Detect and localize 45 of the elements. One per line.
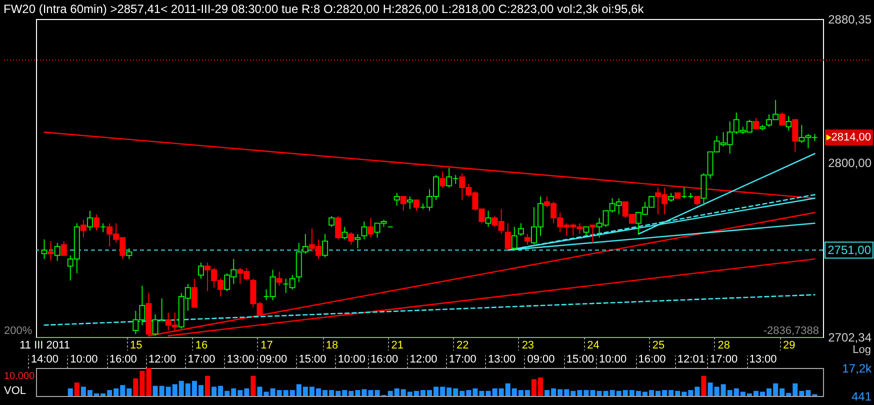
y-tick-label: 2702,34 xyxy=(828,330,872,344)
text: VOL xyxy=(4,385,26,397)
x-tick-label: 17:00 xyxy=(448,354,476,366)
y-tick-label: 17,2k xyxy=(842,362,872,376)
x-tick-label: 09:00 xyxy=(527,354,555,366)
x-tick-label: 10:00 xyxy=(599,354,627,366)
x-tick-label: 16:00 xyxy=(109,354,137,366)
x-tick-label: 13:00 xyxy=(226,354,254,366)
x-tick-label: 21 xyxy=(391,340,404,352)
x-tick-label: 12:00 xyxy=(148,354,176,366)
x-tick-label: 09:00 xyxy=(260,354,288,366)
x-tick-label: 12:00 xyxy=(410,354,438,366)
x-tick-label: 14:00 xyxy=(31,354,59,366)
text: 200% xyxy=(4,325,32,337)
x-tick-label: 17:00 xyxy=(188,354,216,366)
x-tick-label: 16:00 xyxy=(370,354,398,366)
x-tick-label: 11 III 2011 xyxy=(20,340,70,352)
x-tick-label: 17 xyxy=(260,340,273,352)
x-tick-label: 12:01 xyxy=(677,354,705,366)
x-tick-label: 16:00 xyxy=(638,354,666,366)
x-tick-label: 10:00 xyxy=(70,354,98,366)
text: 10.000 xyxy=(4,371,36,382)
x-tick-label: 15:00 xyxy=(566,354,594,366)
y-tick-label: 441 xyxy=(851,390,872,404)
x-tick-label: 18 xyxy=(326,340,338,352)
x-tick-label: 10:00 xyxy=(338,354,366,366)
x-tick-label: 25 xyxy=(652,340,665,352)
x-tick-label: 17:00 xyxy=(710,354,738,366)
x-tick-label: 13:00 xyxy=(749,354,777,366)
y-tick-label: 2880,35 xyxy=(828,12,872,26)
ref-line-label: 2751,00 xyxy=(828,243,872,258)
x-tick-label: 16 xyxy=(195,340,208,352)
x-tick-label: 29 xyxy=(782,340,796,352)
text: Log xyxy=(852,344,871,356)
y-tick-label: 2800,00 xyxy=(828,156,872,170)
annotation: -2836,7388 xyxy=(763,325,819,337)
x-tick-label: 24 xyxy=(587,340,600,352)
x-tick-label: 13:00 xyxy=(488,354,516,366)
x-tick-label: 23 xyxy=(522,340,534,352)
x-tick-label: 15:00 xyxy=(298,354,326,366)
x-tick-label: 28 xyxy=(718,340,730,352)
x-tick-label: 22 xyxy=(456,340,469,352)
chart-title: FW20 (Intra 60min) >2857,41< 2011-III-29 08:30:00 tue R:8 O:2820,00 H:2826,00 L:2818,00 C:2823,00 vol:2,3k oi:95,6k xyxy=(4,2,645,16)
text: 2814,00 xyxy=(831,132,871,144)
x-tick-label: 15 xyxy=(130,340,142,352)
